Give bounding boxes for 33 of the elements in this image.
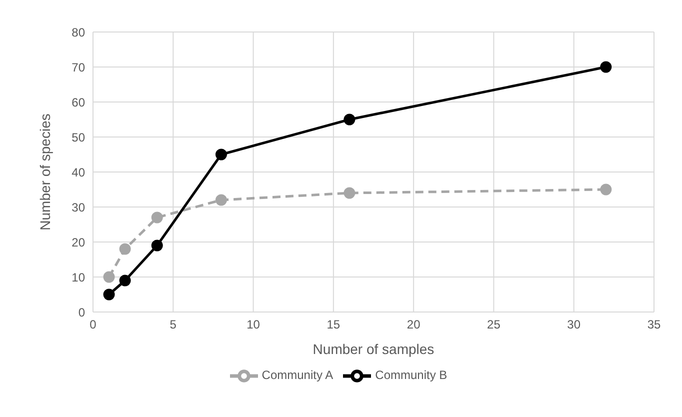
point xyxy=(344,114,356,126)
point xyxy=(103,288,115,300)
legend-label: Community B xyxy=(375,368,448,382)
y-tick-label: 80 xyxy=(72,25,86,40)
point xyxy=(215,194,227,206)
point xyxy=(119,274,131,286)
x-tick-label: 30 xyxy=(567,318,581,332)
x-tick-label: 15 xyxy=(326,318,340,332)
point xyxy=(600,61,612,73)
y-tick-label: 10 xyxy=(72,270,86,284)
point xyxy=(119,243,131,255)
x-tick-label: 20 xyxy=(406,318,421,332)
point xyxy=(103,271,115,283)
y-tick-label: 30 xyxy=(72,200,86,214)
point xyxy=(151,240,163,252)
y-tick-label: 20 xyxy=(72,235,86,250)
x-tick-label: 35 xyxy=(647,318,661,332)
x-tick-label: 0 xyxy=(90,318,97,332)
x-axis-title: Number of samples xyxy=(312,341,434,357)
x-tick-label: 25 xyxy=(487,318,501,332)
y-tick-label: 50 xyxy=(72,130,86,144)
point xyxy=(344,187,356,199)
y-tick-label: 0 xyxy=(78,305,86,320)
y-tick-label: 40 xyxy=(72,165,86,180)
y-tick-label: 60 xyxy=(72,95,86,110)
point xyxy=(215,148,227,160)
legend-label: Community A xyxy=(262,368,334,382)
point xyxy=(600,184,612,196)
y-axis-title: Number of species xyxy=(36,114,53,230)
x-tick-label: 10 xyxy=(246,318,260,332)
y-tick-label: 70 xyxy=(72,60,86,74)
x-tick-label: 5 xyxy=(170,318,177,332)
point xyxy=(151,212,163,224)
